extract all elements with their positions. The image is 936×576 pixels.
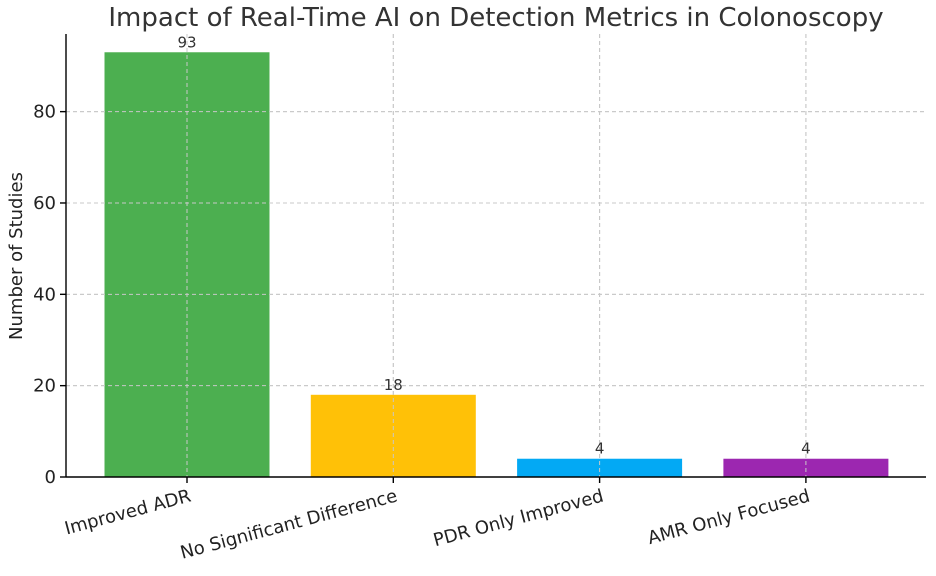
axes — [60, 34, 926, 483]
y-tick-label: 0 — [45, 467, 56, 488]
y-tick-label: 40 — [33, 284, 56, 305]
x-tick-label: Improved ADR — [62, 486, 193, 540]
bar — [723, 458, 889, 477]
x-tick-label: PDR Only Improved — [431, 486, 606, 552]
bars — [66, 34, 926, 478]
chart-title: Impact of Real-Time AI on Detection Metr… — [108, 3, 883, 33]
x-tick-label: AMR Only Focused — [646, 486, 813, 549]
y-tick-label: 60 — [33, 193, 56, 214]
bar-value-label: 4 — [595, 440, 605, 458]
y-axis-label: Number of Studies — [6, 172, 27, 340]
bar-value-label: 93 — [177, 33, 196, 51]
y-tick-label: 80 — [33, 102, 56, 123]
bar-value-label: 4 — [801, 440, 811, 458]
bar — [517, 458, 683, 477]
y-tick-label: 20 — [33, 376, 56, 397]
bar-value-label: 18 — [384, 376, 403, 394]
x-tick-label: No Significant Difference — [178, 486, 400, 564]
